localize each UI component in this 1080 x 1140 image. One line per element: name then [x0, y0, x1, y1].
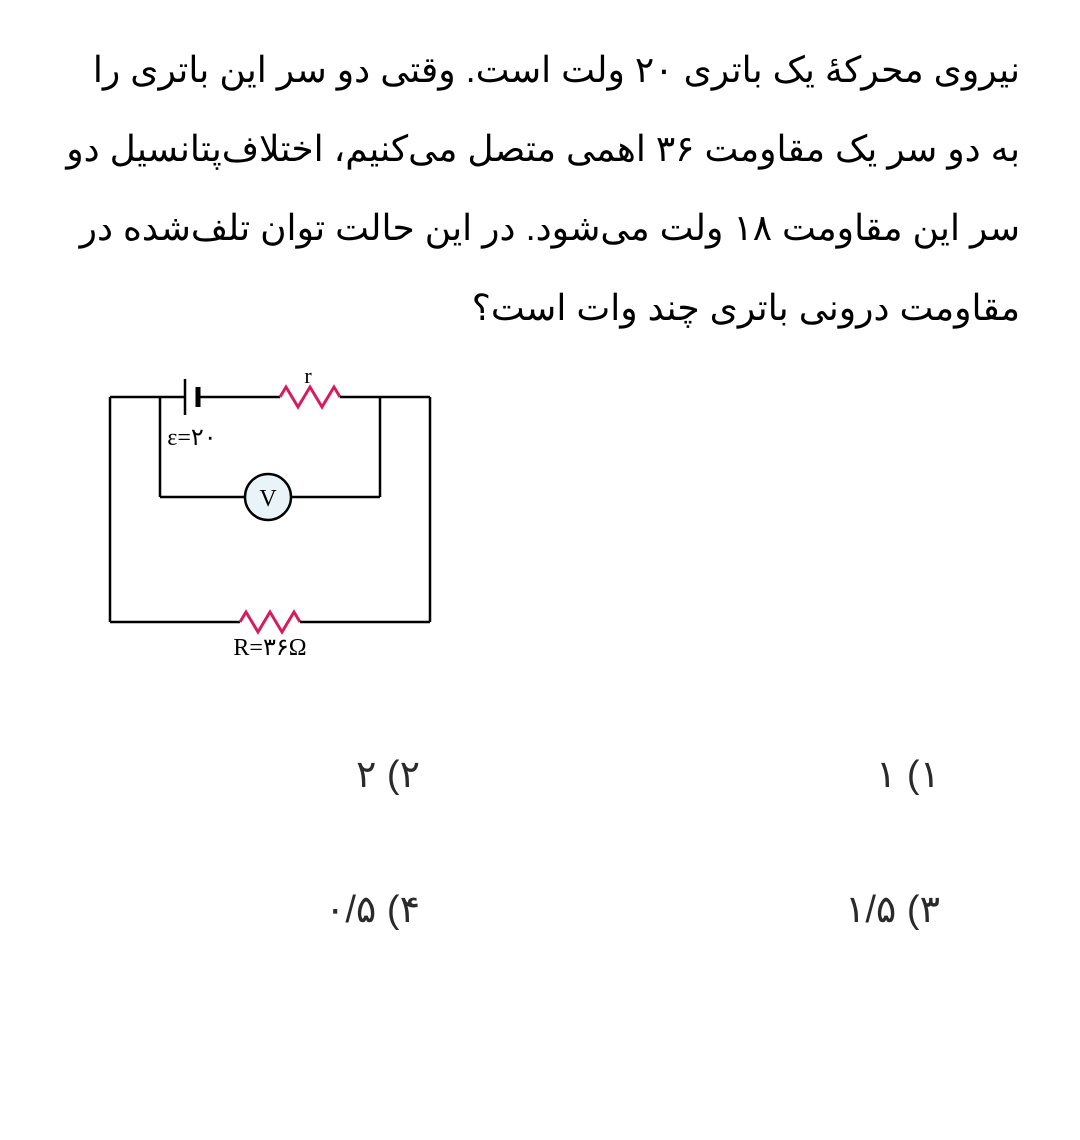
emf-label: ε=۲۰ — [167, 425, 216, 451]
option-1[interactable]: ۱) ۱ — [540, 752, 980, 797]
option-3[interactable]: ۳) ۱/۵ — [540, 887, 980, 932]
option-2-val: ۲ — [356, 754, 376, 796]
option-3-num: ۳) — [907, 889, 940, 931]
r-label: r — [304, 367, 312, 388]
option-4-num: ۴) — [387, 889, 420, 931]
option-4[interactable]: ۴) ۰/۵ — [100, 887, 540, 932]
options-grid: ۱) ۱ ۲) ۲ ۳) ۱/۵ ۴) ۰/۵ — [60, 752, 1020, 932]
voltmeter-label: V — [259, 486, 277, 512]
load-label: R=۳۶Ω — [233, 635, 306, 661]
option-1-val: ۱ — [876, 754, 896, 796]
option-2[interactable]: ۲) ۲ — [100, 752, 540, 797]
option-3-val: ۱/۵ — [845, 889, 896, 931]
circuit-svg: r ε=۲۰ V R=۳۶Ω — [90, 367, 450, 667]
option-4-val: ۰/۵ — [325, 889, 376, 931]
question-text: نیروی محرکهٔ یک باتری ۲۰ ولت است. وقتی د… — [60, 30, 1020, 347]
option-1-num: ۱) — [907, 754, 940, 796]
circuit-diagram: r ε=۲۰ V R=۳۶Ω — [60, 367, 1020, 672]
option-2-num: ۲) — [387, 754, 420, 796]
